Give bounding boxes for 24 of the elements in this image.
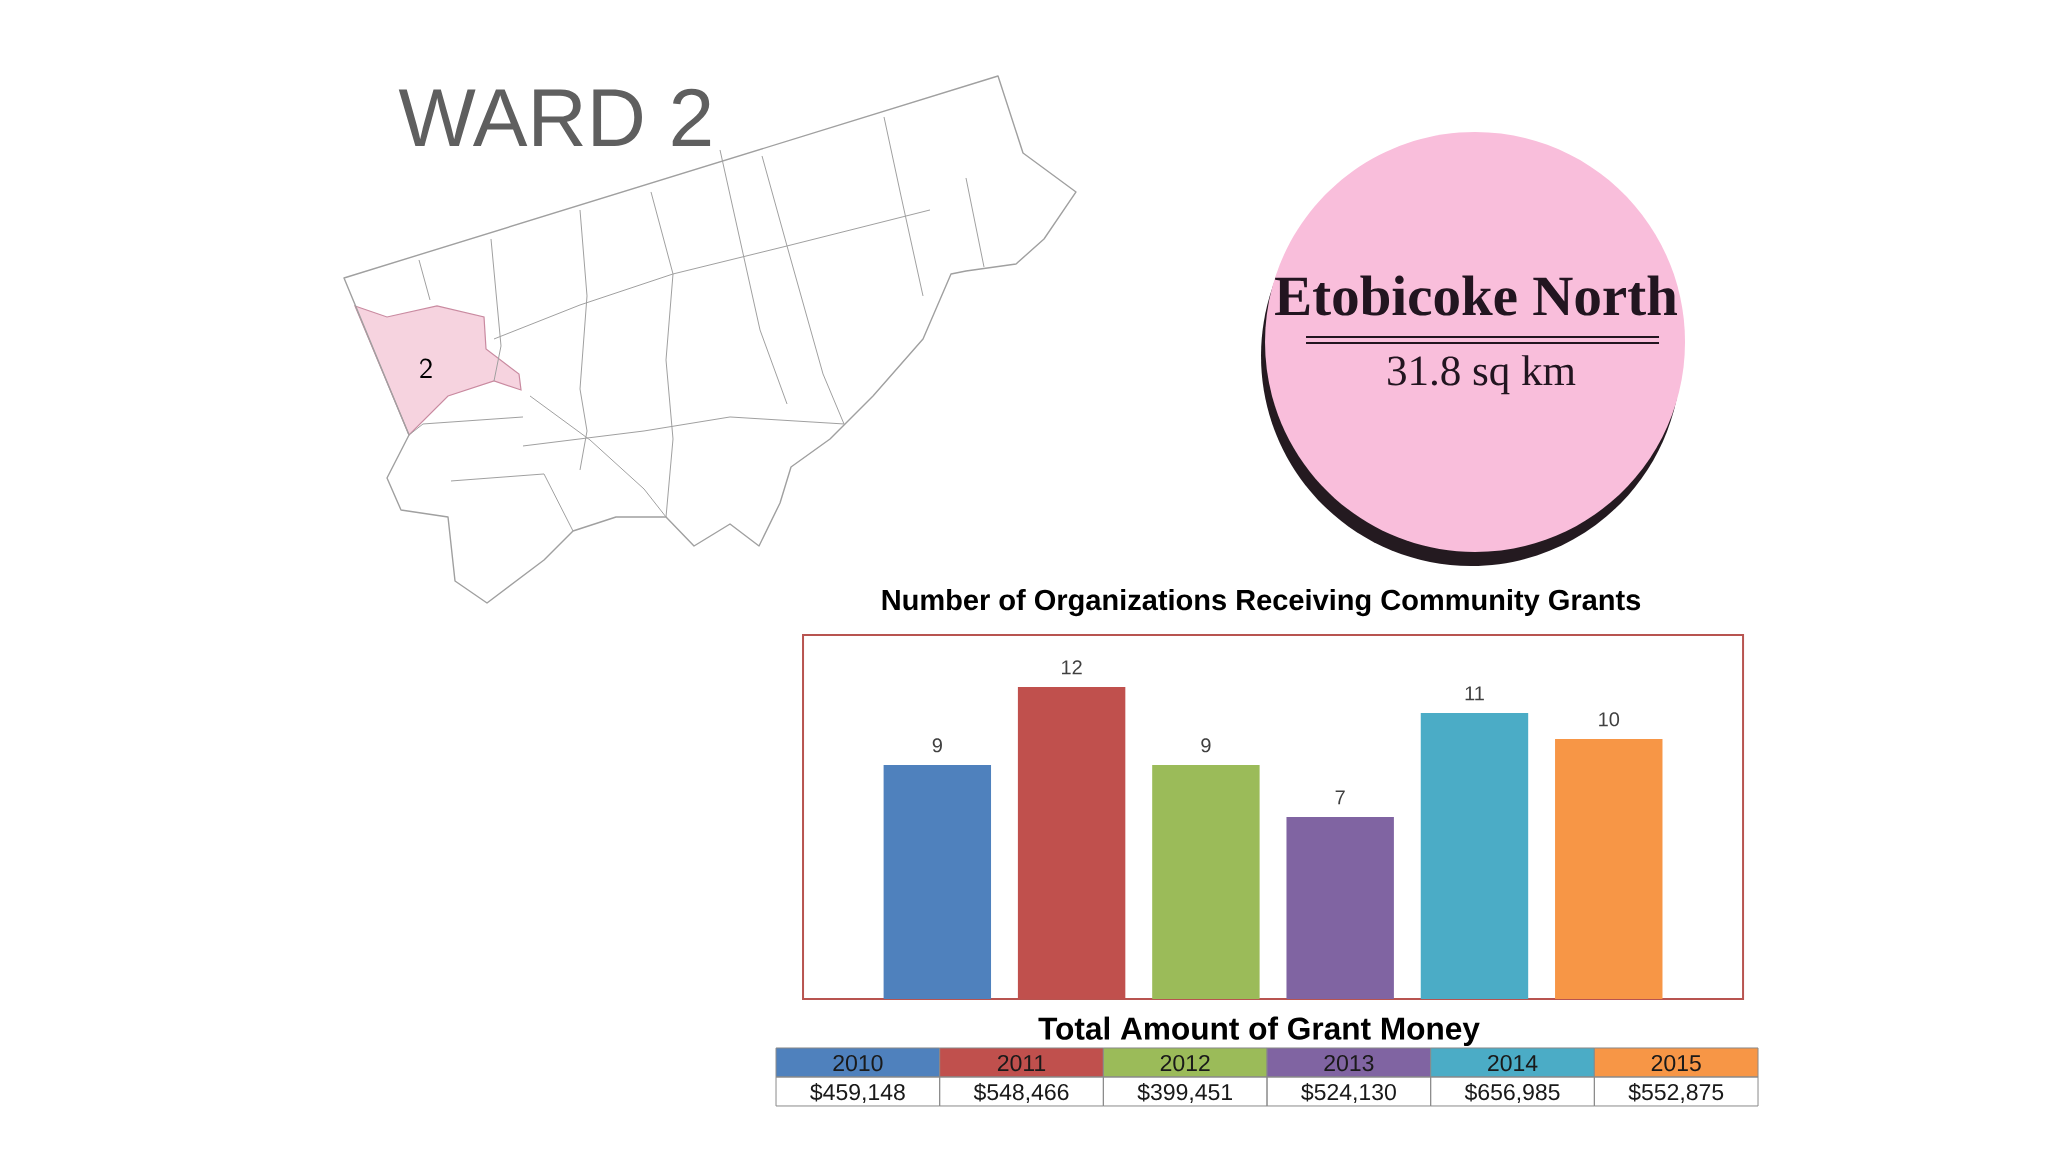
text: $656,985 <box>1464 1082 1560 1103</box>
data-label: 11 <box>1465 686 1484 701</box>
data-label: 12 <box>1062 660 1082 675</box>
x-tick-label: 2010 <box>833 1054 883 1072</box>
data-label: 9 <box>932 738 942 753</box>
text: $459,148 <box>810 1082 905 1103</box>
data-label: 10 <box>1599 712 1620 727</box>
data-label: 9 <box>1201 738 1211 753</box>
text: $399,451 <box>1137 1082 1232 1103</box>
x-tick-label: 2015 <box>1651 1054 1701 1072</box>
text: 2 <box>420 358 432 378</box>
text: 31.8 sq km <box>1388 355 1576 395</box>
text: $548,466 <box>973 1082 1069 1103</box>
x-tick-label: 2012 <box>1160 1054 1210 1072</box>
text: $552,875 <box>1628 1082 1724 1103</box>
text: Total Amount of Grant Money <box>1038 1016 1480 1047</box>
x-tick-label: 2011 <box>997 1054 1046 1072</box>
x-tick-label: 2013 <box>1324 1054 1374 1072</box>
text: WARD 2 <box>398 88 711 146</box>
text: $524,130 <box>1301 1082 1396 1103</box>
chart-title: Number of Organizations Receiving Community Grants <box>882 588 1641 617</box>
x-tick-label: 2014 <box>1488 1054 1538 1072</box>
text: Etobicoke North <box>1275 275 1678 316</box>
data-label: 7 <box>1335 790 1345 805</box>
